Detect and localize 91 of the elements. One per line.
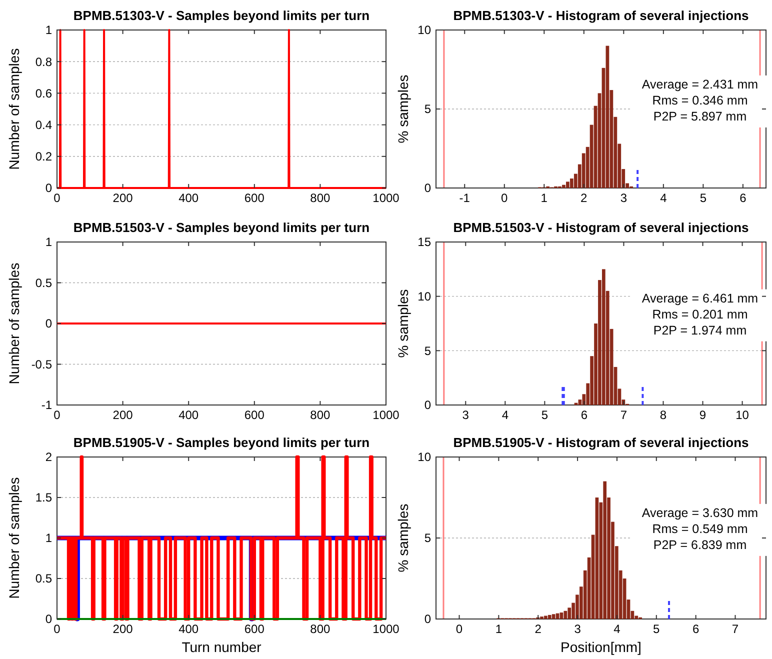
x-tick-label: 800 [310, 622, 331, 636]
annotation: Rms = 0.201 mm [652, 307, 748, 322]
y-tick-label: 10 [418, 450, 432, 464]
annotation: P2P = 1.974 mm [653, 323, 747, 338]
annotation: P2P = 6.839 mm [653, 538, 747, 552]
annotation: Rms = 0.549 mm [652, 522, 748, 536]
x-tick-label: 1 [540, 191, 548, 205]
x-tick-label: 200 [112, 622, 134, 636]
y-tick-label: 0.5 [35, 572, 52, 586]
y-tick-label: 0 [45, 181, 52, 196]
y-tick-label: 5 [424, 531, 432, 546]
annotation: Rms = 0.346 mm [652, 93, 748, 108]
y-axis-title: Number of samples [6, 262, 22, 384]
y-tick-label: 0 [424, 612, 432, 626]
x-tick-label: 1000 [372, 191, 400, 205]
x-tick-label: 8 [660, 408, 667, 422]
y-axis-title: % samples [395, 504, 411, 572]
x-tick-label: 0 [54, 408, 61, 422]
x-tick-label: 0 [456, 622, 463, 636]
x-tick-label: 1000 [372, 622, 400, 636]
x-tick-label: 600 [244, 622, 265, 636]
x-tick-label: 0 [54, 191, 61, 205]
x-tick-label: 1000 [372, 408, 400, 422]
x-tick-label: 10 [736, 408, 750, 422]
x-tick-label: 7 [732, 622, 739, 636]
x-tick-label: 2 [534, 622, 542, 636]
y-tick-label: 0.5 [35, 276, 52, 290]
y-tick-label: 0.4 [35, 118, 52, 132]
x-tick-label: 0 [54, 622, 61, 636]
chart-title: BPMB.51503-V - Histogram of several injections [453, 220, 749, 235]
y-tick-label: 0 [424, 181, 432, 196]
y-tick-label: 0 [45, 612, 52, 626]
x-tick-label: 4 [502, 408, 509, 422]
x-tick-label: -1 [459, 191, 470, 205]
x-tick-label: 0 [501, 191, 508, 205]
x-tick-label: 400 [178, 622, 199, 636]
x-tick-label: 2 [580, 191, 588, 205]
chart-title: BPMB.51905-V - Samples beyond limits per turn [73, 435, 370, 450]
x-tick-label: 6 [692, 622, 700, 636]
x-tick-label: 800 [310, 408, 331, 422]
x-tick-label: 800 [310, 191, 331, 205]
y-tick-label: 1 [45, 531, 52, 546]
x-tick-label: 400 [178, 191, 199, 205]
y-tick-label: -1 [41, 398, 52, 412]
x-axis-title: Turn number [182, 639, 262, 655]
x-tick-label: 6 [740, 191, 747, 205]
chart-title: BPMB.51905-V - Histogram of several injections [453, 435, 749, 450]
x-tick-label: 9 [699, 408, 706, 422]
x-tick-label: 5 [653, 622, 660, 636]
x-tick-label: 5 [700, 191, 707, 205]
annotation: Average = 6.461 mm [642, 291, 758, 306]
annotation: Average = 3.630 mm [642, 506, 758, 520]
x-axis-title: Position[mm] [560, 639, 642, 655]
x-tick-label: 200 [112, 191, 134, 205]
x-tick-label: 1 [495, 622, 502, 636]
x-tick-label: 200 [112, 408, 134, 422]
x-tick-label: 4 [614, 622, 621, 636]
y-tick-label: 10 [418, 290, 432, 304]
x-tick-label: 600 [244, 408, 265, 422]
y-tick-label: 1 [45, 235, 52, 250]
chart-title: BPMB.51303-V - Samples beyond limits per turn [73, 8, 370, 23]
y-tick-label: 15 [418, 235, 432, 250]
x-tick-label: 400 [178, 408, 199, 422]
x-tick-label: 4 [660, 191, 668, 205]
y-tick-label: 0 [45, 316, 52, 331]
chart-title: BPMB.51303-V - Histogram of several injections [453, 8, 749, 23]
y-tick-label: 5 [424, 344, 432, 358]
y-tick-label: 0 [424, 398, 432, 412]
annotation: Average = 2.431 mm [642, 77, 758, 92]
y-tick-label: 0.2 [35, 150, 52, 164]
chart-title: BPMB.51503-V - Samples beyond limits per turn [73, 220, 370, 235]
y-axis-title: Number of samples [6, 477, 22, 599]
x-tick-label: 7 [620, 408, 628, 422]
x-tick-label: 3 [462, 408, 470, 422]
x-tick-label: 3 [620, 191, 628, 205]
annotation: P2P = 5.897 mm [653, 109, 747, 124]
y-tick-label: 0.8 [35, 54, 52, 69]
y-tick-label: 2 [45, 450, 52, 464]
y-tick-label: 5 [424, 102, 432, 116]
y-axis-title: % samples [395, 74, 411, 144]
x-tick-label: 5 [541, 408, 548, 422]
y-axis-title: Number of samples [6, 48, 22, 170]
x-tick-label: 3 [574, 622, 582, 636]
y-tick-label: 10 [418, 23, 432, 38]
x-tick-label: 6 [580, 408, 588, 422]
y-tick-label: -0.5 [31, 357, 52, 372]
y-tick-label: 1 [45, 23, 52, 38]
y-axis-title: % samples [395, 289, 411, 358]
y-tick-label: 0.6 [35, 86, 52, 100]
x-tick-label: 600 [244, 191, 265, 205]
y-tick-label: 1.5 [35, 490, 52, 505]
